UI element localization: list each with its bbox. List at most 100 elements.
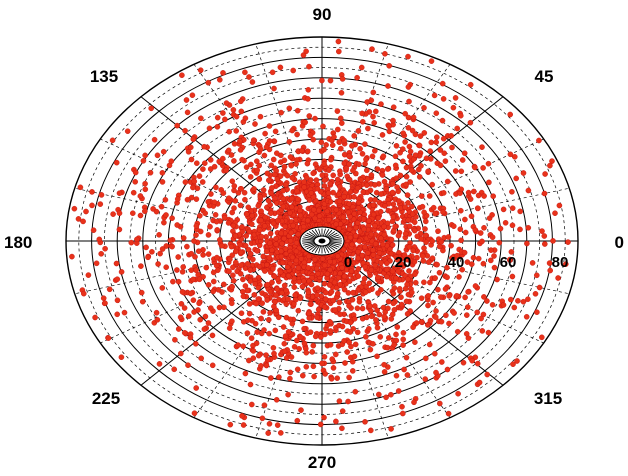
scatter-point bbox=[147, 169, 154, 176]
scatter-point bbox=[462, 294, 468, 301]
scatter-point bbox=[310, 363, 317, 370]
scatter-point bbox=[314, 292, 320, 298]
scatter-point bbox=[287, 154, 294, 160]
scatter-point bbox=[370, 89, 377, 96]
scatter-point bbox=[216, 158, 222, 165]
scatter-point bbox=[461, 150, 468, 156]
scatter-point bbox=[304, 217, 311, 224]
scatter-point bbox=[479, 238, 485, 245]
scatter-point bbox=[368, 172, 375, 178]
scatter-point bbox=[458, 186, 465, 193]
scatter-point bbox=[425, 259, 432, 265]
scatter-point bbox=[472, 227, 479, 233]
axis-labels: 0 45 90 135 180 225 270 315 0 20 40 60 80 bbox=[4, 5, 624, 472]
scatter-point bbox=[416, 142, 423, 149]
angle-tick-label: 270 bbox=[308, 453, 336, 472]
scatter-point bbox=[360, 279, 367, 286]
scatter-point bbox=[213, 218, 220, 225]
center-tick bbox=[324, 245, 330, 253]
scatter-point bbox=[192, 253, 198, 260]
scatter-point bbox=[270, 220, 277, 227]
scatter-point bbox=[128, 239, 135, 246]
center-tick bbox=[328, 234, 340, 239]
minor-spoke bbox=[255, 256, 318, 439]
scatter-point bbox=[231, 205, 237, 211]
scatter-point bbox=[351, 210, 358, 217]
scatter-point bbox=[392, 223, 398, 230]
scatter-point bbox=[366, 280, 373, 287]
scatter-point bbox=[237, 270, 244, 277]
scatter-point bbox=[496, 239, 503, 246]
scatter-point bbox=[231, 158, 237, 164]
scatter-point bbox=[474, 205, 481, 211]
center-tick bbox=[326, 244, 336, 251]
scatter-point bbox=[337, 311, 343, 318]
scatter-point bbox=[305, 264, 312, 271]
scatter-point bbox=[249, 79, 256, 85]
scatter-point bbox=[272, 327, 279, 334]
scatter-point bbox=[294, 417, 301, 424]
scatter-point bbox=[310, 170, 317, 177]
scatter-point bbox=[334, 375, 341, 382]
scatter-point bbox=[443, 312, 449, 319]
scatter-point bbox=[153, 208, 160, 215]
scatter-point bbox=[183, 97, 190, 103]
scatter-point bbox=[283, 287, 290, 294]
scatter-point bbox=[347, 188, 354, 195]
scatter-point bbox=[452, 168, 459, 174]
scatter-point bbox=[325, 167, 332, 173]
scatter-point bbox=[357, 145, 363, 152]
scatter-point bbox=[247, 251, 254, 257]
scatter-point bbox=[484, 371, 491, 378]
scatter-point bbox=[509, 205, 516, 211]
scatter-point bbox=[264, 170, 271, 177]
scatter-point bbox=[114, 297, 121, 304]
scatter-point bbox=[278, 248, 285, 254]
center-tick bbox=[327, 243, 338, 250]
scatter-point bbox=[398, 294, 404, 301]
scatter-point bbox=[268, 375, 274, 381]
scatter-point bbox=[336, 299, 343, 306]
scatter-point bbox=[231, 183, 238, 189]
scatter-point bbox=[216, 236, 223, 243]
scatter-point bbox=[265, 197, 272, 204]
scatter-point bbox=[207, 305, 214, 311]
scatter-point bbox=[156, 361, 163, 367]
scatter-point bbox=[213, 184, 219, 191]
scatter-point bbox=[335, 48, 342, 55]
scatter-point bbox=[391, 341, 398, 348]
scatter-point bbox=[278, 253, 285, 260]
scatter-point bbox=[375, 214, 382, 221]
scatter-point bbox=[353, 224, 359, 231]
scatter-point bbox=[405, 53, 411, 60]
scatter-point bbox=[417, 133, 424, 139]
scatter-point bbox=[137, 193, 144, 199]
scatter-point bbox=[536, 137, 542, 144]
scatter-point bbox=[233, 113, 240, 120]
scatter-point bbox=[412, 152, 419, 158]
scatter-point bbox=[363, 182, 370, 188]
scatter-point bbox=[232, 197, 239, 204]
scatter-point bbox=[159, 179, 166, 185]
center-tick bbox=[303, 236, 315, 240]
scatter-point bbox=[267, 288, 274, 295]
scatter-point bbox=[435, 286, 441, 293]
scatter-point bbox=[549, 158, 555, 164]
scatter-point bbox=[479, 144, 485, 150]
scatter-point bbox=[293, 161, 299, 167]
scatter-point bbox=[292, 170, 298, 177]
scatter-point bbox=[142, 180, 148, 187]
scatter-point bbox=[429, 238, 436, 244]
scatter-point bbox=[437, 147, 444, 153]
scatter-point bbox=[517, 208, 524, 215]
scatter-point bbox=[367, 303, 373, 309]
center-tick bbox=[326, 231, 336, 238]
scatter-point bbox=[409, 211, 416, 217]
scatter-point bbox=[328, 289, 335, 295]
scatter-point bbox=[223, 100, 230, 106]
scatter-point bbox=[185, 313, 192, 319]
scatter-point bbox=[525, 187, 532, 194]
scatter-point bbox=[96, 236, 103, 243]
scatter-point bbox=[467, 196, 474, 202]
scatter-point bbox=[306, 63, 312, 70]
